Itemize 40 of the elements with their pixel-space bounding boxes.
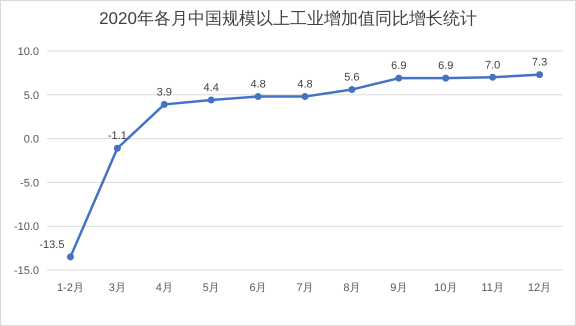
point [66, 253, 74, 260]
point [208, 96, 215, 104]
x-tick-label: 11月 [481, 282, 504, 294]
point [489, 74, 496, 81]
x-tick-label: 8月 [343, 282, 360, 294]
data-label: -1.1 [108, 130, 127, 142]
data-label: 4.8 [297, 78, 313, 91]
point [160, 100, 168, 108]
x-tick-label: 7月 [296, 282, 314, 294]
chart-title: 2020年各月中国规模以上工业增加值同比增长统计 [99, 9, 477, 28]
x-tick-label: 5月 [202, 282, 220, 294]
x-tick-label: 9月 [390, 282, 408, 294]
point [348, 86, 356, 94]
point [442, 74, 450, 82]
x-tick-label: 1-2月 [57, 282, 84, 294]
point [302, 93, 308, 100]
data-label: -13.5 [39, 238, 64, 251]
point [254, 93, 262, 100]
data-label: 6.9 [438, 60, 454, 72]
data-label: 6.9 [391, 60, 406, 72]
y-tick-label: 0.0 [24, 134, 39, 146]
data-label: 3.9 [156, 86, 172, 98]
data-label: 4.4 [204, 82, 219, 94]
data-label: 4.8 [250, 78, 266, 91]
x-tick-label: 12月 [528, 282, 552, 294]
x-tick-label: 6月 [250, 282, 267, 294]
y-tick-label: 10.0 [18, 46, 39, 58]
x-tick-label: 10月 [434, 282, 458, 294]
y-tick-label: -15.0 [14, 265, 39, 277]
data-label: 7.3 [532, 56, 548, 69]
data-label: 5.6 [344, 72, 360, 84]
y-tick-label: 5.0 [24, 90, 39, 102]
x-tick-label: 4月 [156, 282, 173, 294]
x-tick-label: 3月 [108, 282, 126, 294]
point [395, 74, 402, 82]
data-label: 7.0 [484, 59, 500, 72]
point [114, 144, 121, 152]
y-tick-label: -5.0 [20, 177, 39, 190]
y-tick-label: -10.0 [14, 221, 39, 234]
point [536, 71, 544, 78]
